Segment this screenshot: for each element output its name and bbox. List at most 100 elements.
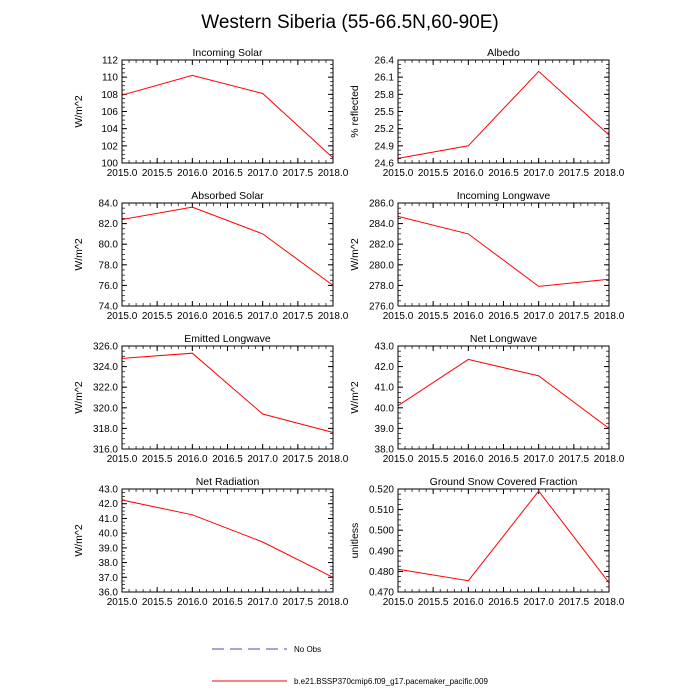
legend-obs-label: No Obs — [294, 645, 321, 654]
x-tick-label: 2018.0 — [318, 454, 349, 465]
y-tick-label: 100 — [101, 159, 118, 170]
y-tick-label: 43.0 — [99, 485, 119, 496]
panel-title: Incoming Longwave — [457, 190, 551, 202]
x-tick-label: 2016.0 — [453, 168, 484, 179]
panel-title: Albedo — [487, 47, 520, 59]
chart-panel: Incoming Longwave W/m^2 2015.0 2015.5 2016.0… — [349, 190, 625, 322]
y-tick-label: 82.0 — [99, 219, 119, 230]
y-tick-label: 40.0 — [375, 403, 395, 414]
x-tick-label: 2015.5 — [142, 597, 173, 608]
y-tick-label: 102 — [101, 141, 118, 152]
y-tick-label: 110 — [102, 73, 118, 84]
x-tick-label: 2018.0 — [318, 597, 349, 608]
x-tick-label: 2016.0 — [453, 454, 484, 465]
y-tick-label: 112 — [102, 56, 118, 67]
y-tick-label: 326.0 — [93, 342, 118, 353]
x-tick-label: 2016.0 — [453, 597, 484, 608]
y-tick-label: 24.6 — [375, 159, 395, 170]
y-tick-label: 37.0 — [99, 573, 119, 584]
series-line — [397, 358, 610, 429]
y-tick-label: 39.0 — [99, 543, 119, 554]
y-tick-label: 84.0 — [99, 199, 119, 210]
y-tick-label: 286.0 — [369, 199, 394, 210]
x-tick-label: 2017.0 — [523, 454, 554, 465]
x-tick-label: 2016.0 — [177, 454, 208, 465]
panel-title: Incoming Solar — [192, 47, 263, 59]
y-tick-label: 0.520 — [369, 485, 394, 496]
x-tick-label: 2016.5 — [212, 168, 243, 179]
x-tick-label: 2016.5 — [212, 311, 243, 322]
x-tick-label: 2015.0 — [107, 454, 138, 465]
x-tick-label: 2017.0 — [247, 597, 278, 608]
y-tick-label: 41.0 — [375, 383, 395, 394]
plot-frame — [397, 59, 610, 164]
y-tick-label: 38.0 — [375, 445, 395, 456]
y-tick-label: 26.4 — [375, 56, 395, 67]
x-tick-label: 2017.5 — [559, 168, 590, 179]
x-tick-label: 2017.5 — [559, 311, 590, 322]
y-tick-label: 284.0 — [369, 219, 394, 230]
x-tick-label: 2015.0 — [107, 168, 138, 179]
x-tick-label: 2018.0 — [318, 168, 349, 179]
panel-title: Emitted Longwave — [184, 333, 271, 345]
y-axis-label: W/m^2 — [73, 95, 85, 128]
x-tick-label: 2016.5 — [488, 597, 519, 608]
figure-title: Western Siberia (55-66.5N,60-90E) — [201, 12, 498, 33]
x-tick-label: 2016.5 — [212, 597, 243, 608]
x-tick-label: 2018.0 — [594, 311, 625, 322]
x-tick-label: 2017.5 — [283, 311, 314, 322]
y-tick-label: 78.0 — [99, 260, 119, 271]
x-tick-label: 2016.5 — [488, 168, 519, 179]
x-tick-label: 2016.5 — [488, 454, 519, 465]
y-axis-label: unitless — [349, 523, 361, 559]
x-tick-label: 2015.0 — [383, 597, 414, 608]
panel-title: Absorbed Solar — [191, 190, 264, 202]
legend: No Obs b.e21.BSSP370cmip6.f09_g17.pacema… — [212, 645, 488, 686]
x-tick-label: 2015.5 — [142, 311, 173, 322]
y-tick-label: 318.0 — [93, 424, 118, 435]
series-line — [397, 490, 610, 584]
x-tick-label: 2015.5 — [142, 168, 173, 179]
y-tick-label: 0.510 — [369, 505, 394, 516]
y-tick-label: 25.5 — [375, 107, 395, 118]
x-tick-label: 2015.5 — [418, 168, 449, 179]
plot-frame — [121, 488, 334, 593]
chart-panel: Incoming Solar W/m^2 2015.0 2015.5 2016.0 201… — [73, 47, 349, 179]
series-line — [121, 352, 334, 433]
chart-panel: Albedo % reflected 2015.0 2015.5 2016.0 2016.… — [349, 47, 625, 179]
x-tick-label: 2015.0 — [383, 311, 414, 322]
x-tick-label: 2017.5 — [283, 168, 314, 179]
y-tick-label: 0.490 — [369, 546, 394, 557]
y-tick-label: 276.0 — [369, 302, 394, 313]
plot-frame — [397, 488, 610, 593]
y-tick-label: 76.0 — [99, 281, 119, 292]
x-tick-label: 2018.0 — [594, 168, 625, 179]
plot-frame — [121, 345, 334, 450]
y-axis-label: W/m^2 — [73, 524, 85, 557]
x-tick-label: 2017.0 — [523, 168, 554, 179]
chart-panel: Emitted Longwave W/m^2 2015.0 2015.5 2016.0 2… — [73, 333, 349, 465]
y-tick-label: 42.0 — [375, 362, 395, 373]
y-tick-label: 0.480 — [369, 567, 394, 578]
x-tick-label: 2015.0 — [383, 454, 414, 465]
y-tick-label: 104 — [101, 124, 118, 135]
series-line — [121, 499, 334, 578]
series-line — [121, 74, 334, 159]
y-tick-label: 316.0 — [93, 445, 118, 456]
y-tick-label: 282.0 — [369, 240, 394, 251]
x-tick-label: 2015.0 — [383, 168, 414, 179]
y-tick-label: 40.0 — [99, 529, 119, 540]
y-tick-label: 25.2 — [375, 124, 395, 135]
x-tick-label: 2016.0 — [177, 168, 208, 179]
x-tick-label: 2017.0 — [523, 311, 554, 322]
panel-title: Net Longwave — [470, 333, 537, 345]
y-tick-label: 320.0 — [93, 403, 118, 414]
y-tick-label: 322.0 — [93, 383, 118, 394]
chart-panel: Absorbed Solar W/m^2 2015.0 2015.5 2016.0 201… — [73, 190, 349, 322]
plot-frame — [397, 345, 610, 450]
x-tick-label: 2017.0 — [247, 311, 278, 322]
y-tick-label: 324.0 — [93, 362, 118, 373]
panel-title: Net Radiation — [196, 476, 260, 488]
y-tick-label: 280.0 — [369, 260, 394, 271]
